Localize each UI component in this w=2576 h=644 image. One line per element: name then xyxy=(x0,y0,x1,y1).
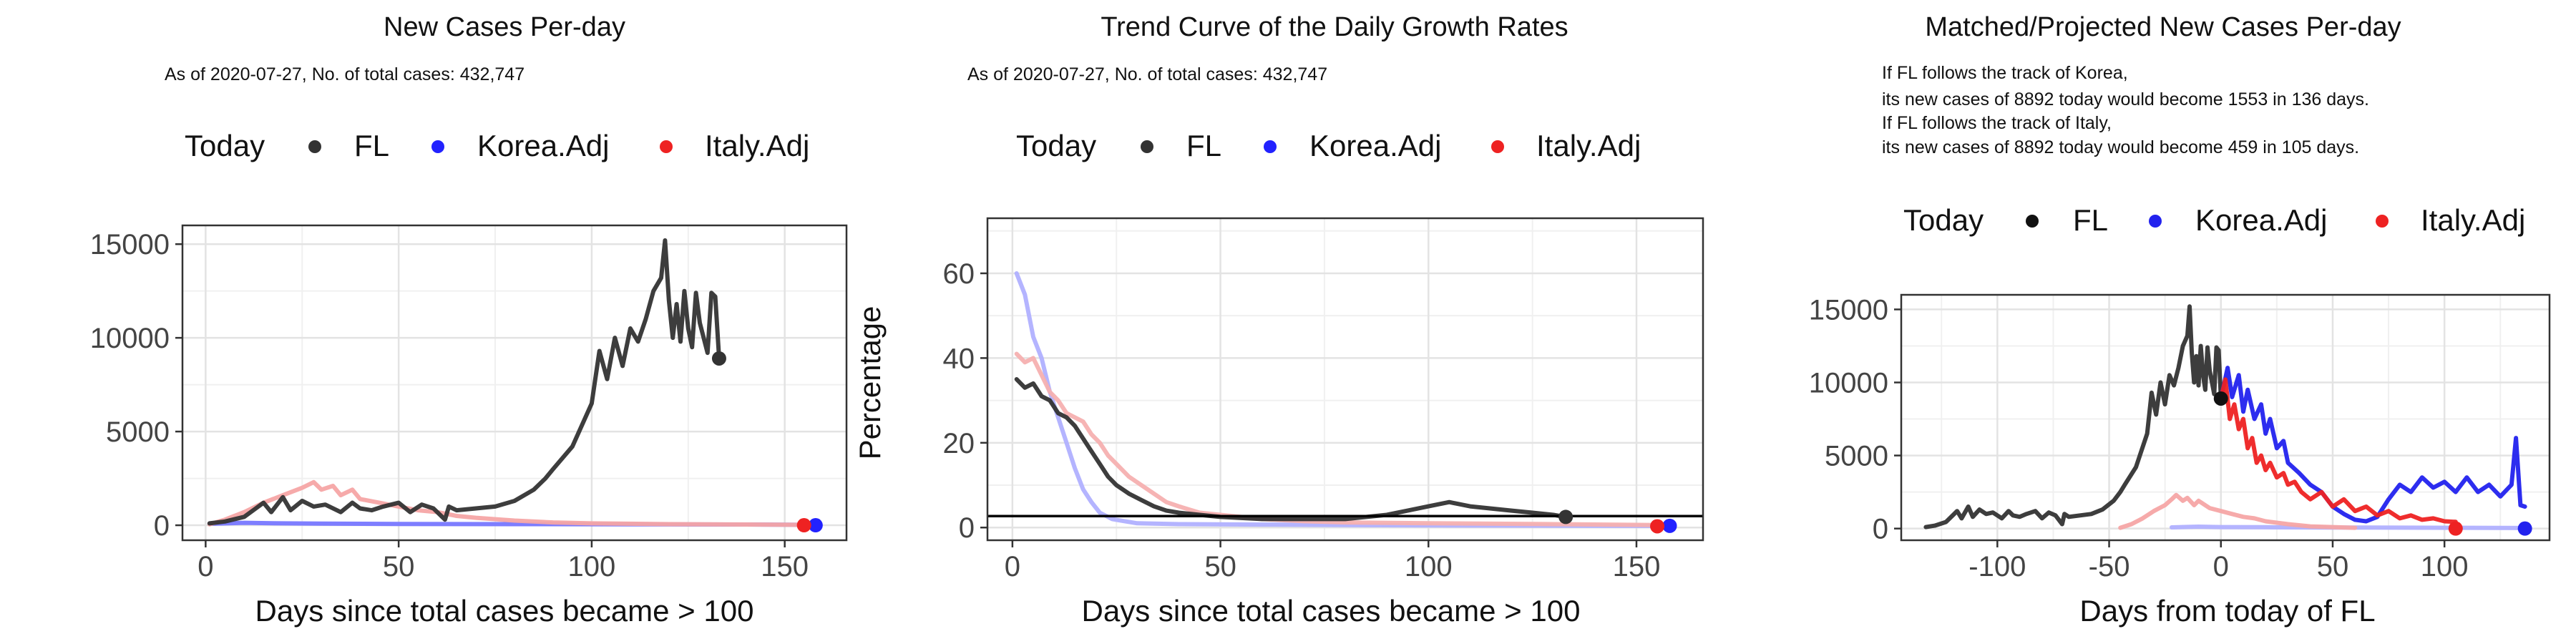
today-point-korea-adj xyxy=(1662,518,1677,533)
today-point-fl xyxy=(1558,509,1574,525)
panel2-legend-italy: Italy.Adj xyxy=(1536,129,1641,162)
x-tick-label: 100 xyxy=(568,551,616,582)
x-tick-label: 100 xyxy=(2421,551,2469,582)
y-tick-label: 40 xyxy=(943,343,975,374)
x-tick-label: 50 xyxy=(383,551,415,582)
panel3-legend-title: Today xyxy=(1903,203,1984,237)
y-tick-label: 60 xyxy=(943,258,975,290)
panel3-annotation-2: its new cases of 8892 today would become… xyxy=(1882,89,2369,109)
panel3-legend-korea: Korea.Adj xyxy=(2195,203,2327,237)
x-tick-label: 0 xyxy=(1005,551,1020,582)
panel2-legend-title: Today xyxy=(1016,129,1096,162)
y-tick-label: 15000 xyxy=(90,229,170,260)
x-tick-label: 150 xyxy=(1613,551,1661,582)
panel2-subtitle: As of 2020-07-27, No. of total cases: 43… xyxy=(967,64,1327,84)
panel3-plot: -100 -50 0 50 100 0 5000 10000 15000 xyxy=(1809,293,2551,582)
x-tick-label: -100 xyxy=(1968,551,2026,582)
x-tick-label: 0 xyxy=(2213,551,2229,582)
panel2-plot: 0 50 100 150 0 20 40 60 xyxy=(943,217,1704,582)
x-tick-label: 0 xyxy=(197,551,213,582)
panel3-title: Matched/Projected New Cases Per-day xyxy=(1925,12,2401,42)
y-tick-label: 0 xyxy=(154,510,170,542)
panel2-legend-fl: FL xyxy=(1186,129,1221,162)
y-tick-label: 20 xyxy=(943,428,975,459)
x-tick-label: 50 xyxy=(2317,551,2349,582)
y-tick-label: 15000 xyxy=(1809,294,1888,326)
panel1-legend-korea: Korea.Adj xyxy=(477,129,609,162)
panel3-annotations: If FL follows the track of Korea, its ne… xyxy=(1882,63,2369,157)
panel3-annotation-1: If FL follows the track of Korea, xyxy=(1882,63,2128,83)
x-tick-label: -50 xyxy=(2089,551,2130,582)
y-tick-label: 5000 xyxy=(106,416,170,448)
y-tick-label: 5000 xyxy=(1825,441,1888,472)
y-tick-label: 0 xyxy=(1873,514,1888,545)
y-tick-label: 0 xyxy=(959,512,975,544)
panel3-legend-korea-dot xyxy=(2149,215,2162,228)
x-tick-label: 100 xyxy=(1405,551,1453,582)
panel2-legend: Today FL Korea.Adj Italy.Adj xyxy=(1016,129,1641,162)
today-point-fl xyxy=(711,351,726,366)
today-point-italy-adj xyxy=(2448,521,2463,536)
panel1-legend-italy-dot xyxy=(660,140,673,153)
today-point-italy-adj xyxy=(1650,519,1665,534)
plot-border xyxy=(181,224,848,542)
series-line-fl xyxy=(1014,377,1568,522)
series-line-korea-adj xyxy=(2218,366,2527,524)
x-tick-label: 150 xyxy=(761,551,809,582)
series-line-fl xyxy=(207,238,721,526)
panel3-legend-fl: FL xyxy=(2073,203,2108,237)
panel2-legend-italy-dot xyxy=(1491,140,1504,153)
plot-border xyxy=(986,217,1704,542)
panel1-legend-fl-dot xyxy=(308,140,321,153)
series-line-fl xyxy=(1923,304,2223,530)
y-tick-label: 10000 xyxy=(1809,368,1888,399)
panel1-plot: 0 50 100 150 0 5000 10000 15000 xyxy=(90,224,848,582)
today-point-korea-adj xyxy=(808,518,823,533)
panel3-legend-fl-dot xyxy=(2026,215,2039,228)
panel3-legend: Today FL Korea.Adj Italy.Adj xyxy=(1903,203,2525,237)
panel2-legend-korea: Korea.Adj xyxy=(1309,129,1441,162)
panel3-annotation-3: If FL follows the track of Italy, xyxy=(1882,113,2112,133)
x-tick-label: 50 xyxy=(1204,551,1236,582)
panel1-title: New Cases Per-day xyxy=(384,12,625,42)
panel1-legend-fl: FL xyxy=(354,129,389,162)
panel2-ylabel: Percentage xyxy=(853,306,887,460)
series-line-italy-adj xyxy=(207,479,806,527)
today-point-korea-adj xyxy=(2517,521,2532,536)
today-point-fl xyxy=(2213,391,2228,406)
panel1-legend-korea-dot xyxy=(431,140,444,153)
panel3-legend-italy-dot xyxy=(2376,215,2389,228)
panel2-legend-fl-dot xyxy=(1141,140,1153,153)
panel3-annotation-4: its new cases of 8892 today would become… xyxy=(1882,137,2359,157)
panel1-subtitle: As of 2020-07-27, No. of total cases: 43… xyxy=(165,64,525,84)
series-line-italy-adj-matched- xyxy=(2118,492,2358,530)
panel2-title: Trend Curve of the Daily Growth Rates xyxy=(1101,12,1568,42)
panel1-xlabel: Days since total cases became > 100 xyxy=(255,594,754,628)
panel3-legend-italy: Italy.Adj xyxy=(2421,203,2525,237)
panel1-legend-italy: Italy.Adj xyxy=(705,129,809,162)
series-line-italy-adj xyxy=(2218,377,2458,525)
panel2-legend-korea-dot xyxy=(1264,140,1277,153)
panel1-legend-title: Today xyxy=(185,129,265,162)
plot-border xyxy=(1900,293,2551,542)
series-line-italy-adj xyxy=(1014,351,1659,527)
y-tick-label: 10000 xyxy=(90,323,170,354)
panel1-legend: Today FL Korea.Adj Italy.Adj xyxy=(185,129,809,162)
today-point-italy-adj xyxy=(796,518,811,533)
panel3-xlabel: Days from today of FL xyxy=(2079,594,2375,628)
series-line-korea-adj xyxy=(1014,271,1672,528)
panel2-xlabel: Days since total cases became > 100 xyxy=(1082,594,1581,628)
